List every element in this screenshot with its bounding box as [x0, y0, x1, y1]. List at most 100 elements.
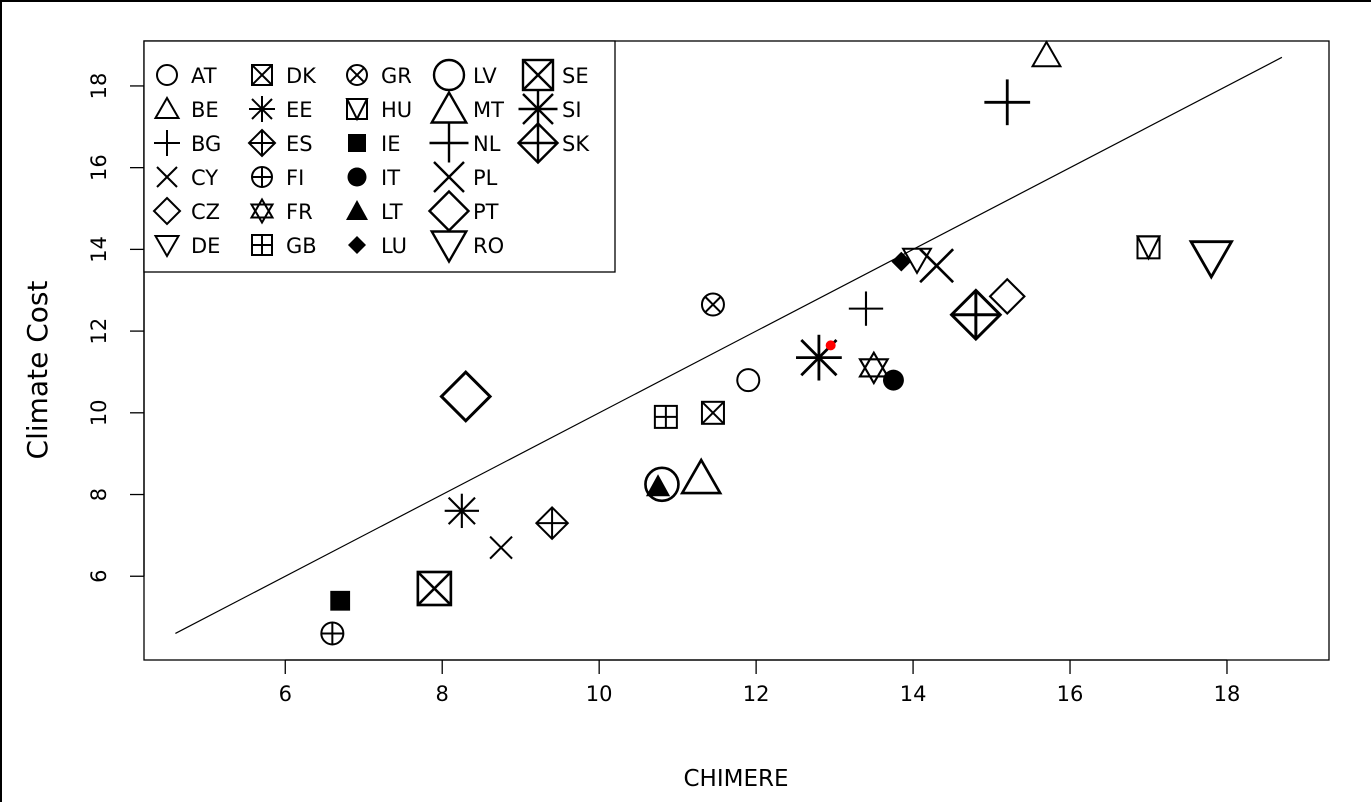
x-tick-label: 6 [279, 682, 292, 706]
points-layer [320, 39, 1234, 646]
point-pl [919, 248, 955, 284]
x-tick-label: 10 [586, 682, 613, 706]
legend-label: PL [473, 166, 498, 190]
point-pt [439, 370, 493, 423]
legend-label: MT [473, 98, 504, 122]
point-be [679, 457, 723, 495]
legend-label: NL [473, 132, 501, 156]
legend-item-at: AT [156, 64, 217, 88]
y-axis-label: Climate Cost [21, 281, 54, 460]
y-tick-label: 18 [87, 73, 111, 100]
point-ee [444, 493, 479, 529]
legend-box [143, 40, 616, 273]
point-gr [700, 292, 725, 317]
legend-label: LU [381, 234, 407, 258]
legend-label: ES [286, 132, 313, 156]
y-tick-label: 8 [87, 488, 111, 501]
reference-line-layer [175, 56, 1283, 634]
legend-label: SI [562, 98, 582, 122]
x-tick-label: 18 [1214, 682, 1241, 706]
legend-label: RO [473, 234, 504, 258]
point-mt [1030, 39, 1063, 68]
point-dk [700, 400, 725, 425]
legend-label: CZ [191, 200, 220, 224]
point-fr [858, 350, 890, 386]
point-it [883, 369, 904, 391]
legend-label: IT [381, 166, 400, 190]
point-nl [984, 79, 1031, 126]
legend-item-pt: PT [427, 189, 499, 233]
legend-item-si: SI [518, 89, 582, 129]
point-es [534, 505, 570, 541]
legend-item-ie: IE [348, 132, 400, 156]
legend-item-lt: LT [346, 200, 403, 224]
point-lt [645, 474, 671, 497]
legend-item-ro: RO [429, 230, 504, 264]
legend-label: SK [562, 132, 590, 156]
y-tick-label: 10 [87, 399, 111, 426]
legend-item-gb: GB [251, 234, 317, 258]
highlight-point [825, 340, 836, 351]
legend-label: HU [381, 98, 412, 122]
legend-label: GR [381, 64, 412, 88]
legend-item-es: ES [247, 128, 313, 158]
point-fi [320, 621, 345, 646]
legend-label: FR [286, 200, 313, 224]
legend-label: DE [191, 234, 220, 258]
legend: AT BE BG CY CZ DE DK EE ES FI FR GB GR HU IE IT LT LU LV MT… [143, 40, 616, 273]
point-at [736, 368, 761, 393]
y-tick-label: 16 [87, 154, 111, 181]
legend-label: LV [473, 64, 497, 88]
x-axis: 6 8 10 12 14 16 18 [279, 659, 1241, 706]
y-tick-label: 14 [87, 236, 111, 263]
x-axis-label: CHIMERE [683, 766, 788, 792]
y-tick-label: 6 [87, 570, 111, 583]
legend-item-lu: LU [348, 234, 407, 258]
point-ro [901, 247, 933, 275]
point-sk [949, 288, 1003, 342]
legend-label: GB [286, 234, 317, 258]
point-hu [1135, 235, 1162, 261]
legend-item-ee: EE [249, 96, 313, 122]
point-lv [644, 466, 680, 503]
legend-label: BG [191, 132, 221, 156]
legend-label: SE [562, 64, 589, 88]
y-tick-label: 12 [87, 318, 111, 345]
legend-item-dk: DK [251, 64, 317, 88]
point-si [796, 334, 842, 381]
y-axis: 6 8 10 12 14 16 18 [87, 73, 145, 583]
legend-item-gr: GR [346, 64, 412, 88]
x-tick-label: 16 [1057, 682, 1084, 706]
x-tick-label: 8 [436, 682, 449, 706]
legend-item-fi: FI [251, 166, 304, 190]
legend-label: CY [191, 166, 218, 190]
legend-label: EE [286, 98, 313, 122]
legend-label: FI [286, 166, 304, 190]
legend-item-de: DE [153, 234, 220, 259]
legend-item-lv: LV [432, 58, 497, 92]
legend-item-fr: FR [249, 197, 313, 225]
x-tick-label: 12 [743, 682, 770, 706]
point-ie [330, 590, 351, 611]
reference-line [175, 56, 1283, 634]
legend-item-hu: HU [345, 98, 412, 122]
legend-item-bg: BG [154, 130, 221, 156]
legend-label: AT [191, 64, 217, 88]
point-de [1188, 240, 1234, 280]
legend-item-cz: CZ [152, 196, 220, 226]
legend-label: PT [473, 200, 499, 224]
x-tick-label: 14 [900, 682, 927, 706]
point-cy [489, 535, 513, 560]
legend-item-sk: SK [516, 121, 590, 165]
legend-item-pl: PL [433, 161, 498, 193]
legend-item-cy: CY [156, 166, 218, 190]
legend-label: IE [381, 132, 400, 156]
point-gb [653, 404, 678, 429]
point-cz [988, 277, 1026, 316]
legend-label: BE [191, 98, 219, 122]
legend-label: LT [381, 200, 403, 224]
legend-item-be: BE [153, 95, 219, 122]
legend-item-nl: NL [429, 123, 501, 163]
